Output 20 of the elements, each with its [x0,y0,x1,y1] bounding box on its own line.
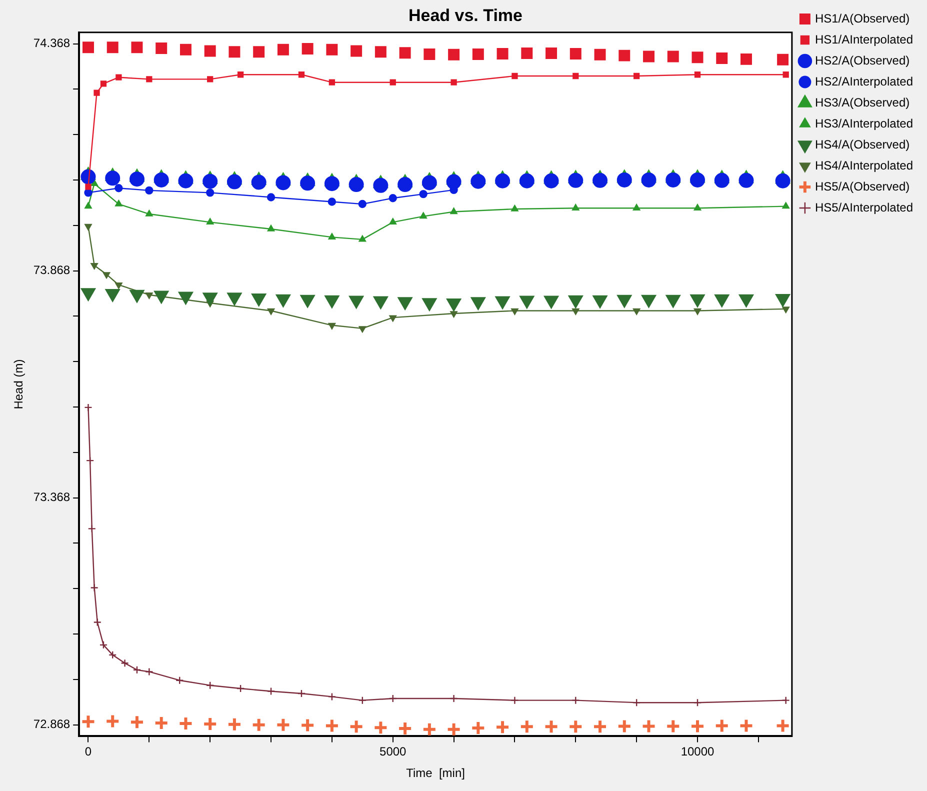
y-tick-label: 73.868 [33,263,70,278]
legend-label: HS4/A(Observed) [814,137,910,152]
x-tick-label: 5000 [380,744,407,759]
y-axis-title: Head (m) [12,359,26,410]
legend-label: HS3/A(Observed) [814,95,910,110]
legend-label: HS2/AInterpolated [814,74,913,88]
legend-label: HS5/AInterpolated [814,200,913,214]
x-axis-title: Time [min] [406,766,465,780]
y-tick-label: 72.868 [33,717,70,732]
legend-label: HS1/A(Observed) [814,11,910,26]
legend-label: HS1/AInterpolated [814,32,913,46]
y-tick-label: 74.368 [33,36,70,50]
chart-title: Head vs. Time [408,6,523,25]
legend-label: HS2/A(Observed) [814,53,910,68]
legend-label: HS3/AInterpolated [814,116,913,130]
x-tick-label: 0 [84,744,92,759]
y-tick-label: 73.368 [33,490,70,504]
legend-label: HS5/A(Observed) [814,179,910,194]
legend-label: HS4/AInterpolated [814,158,913,172]
x-tick-label: 10000 [680,744,715,759]
